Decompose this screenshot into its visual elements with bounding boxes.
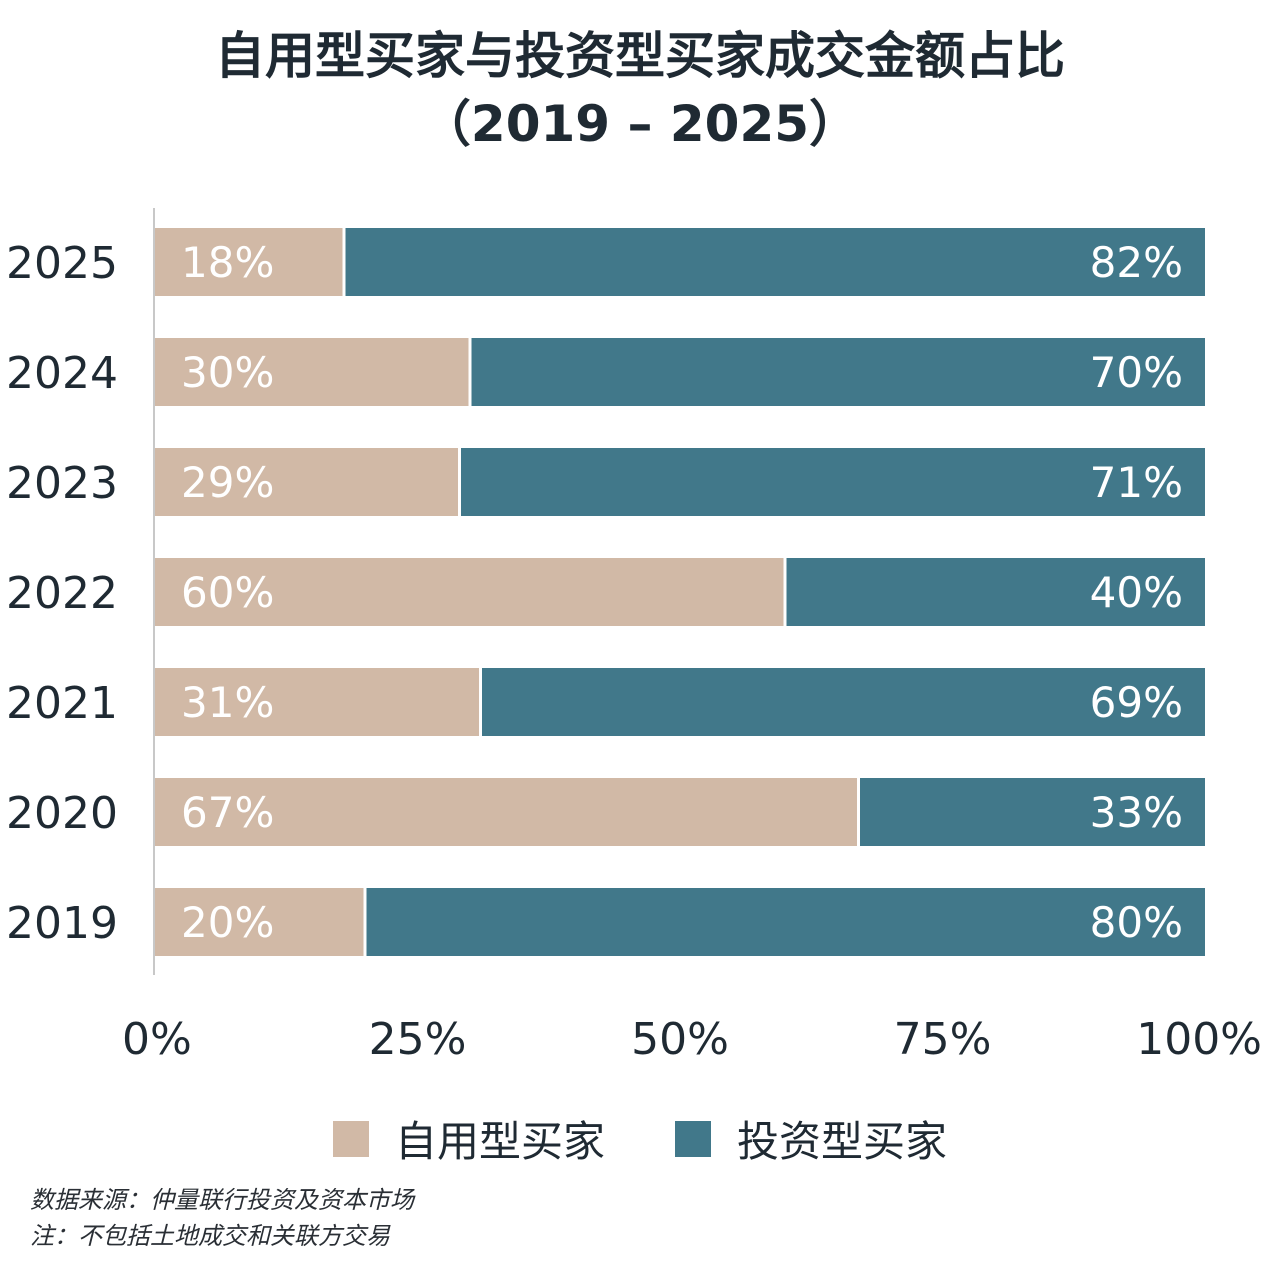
- data-label-2021-series-0: 31%: [181, 678, 274, 727]
- x-tick-label-2: 50%: [631, 1014, 729, 1065]
- bar-2020-series-0: [155, 778, 859, 846]
- data-label-2019-series-1: 80%: [1090, 898, 1183, 947]
- legend-label-owner-occupier: 自用型买家: [394, 1117, 605, 1166]
- data-label-2020-series-1: 33%: [1090, 788, 1183, 837]
- data-label-2025-series-1: 82%: [1090, 238, 1183, 287]
- bar-2022-series-1: [785, 558, 1205, 626]
- bar-2023-series-1: [459, 448, 1205, 516]
- data-label-2022-series-0: 60%: [181, 568, 274, 617]
- bar-2020-series-1: [858, 778, 1205, 846]
- data-label-2023-series-0: 29%: [181, 458, 274, 507]
- category-label-2023: 2023: [6, 458, 118, 509]
- source-note: 数据来源：仲量联行投资及资本市场: [30, 1186, 414, 1214]
- exclusion-note: 注：不包括土地成交和关联方交易: [30, 1222, 390, 1250]
- legend: 自用型买家 投资型买家: [0, 1108, 1280, 1169]
- bar-2019-series-0: [155, 888, 365, 956]
- x-tick-label-1: 25%: [369, 1014, 467, 1065]
- category-label-2024: 2024: [6, 348, 118, 399]
- footnotes: 数据来源：仲量联行投资及资本市场 注：不包括土地成交和关联方交易: [30, 1182, 414, 1254]
- data-label-2023-series-1: 71%: [1090, 458, 1183, 507]
- bars-layer: [155, 228, 1205, 956]
- data-label-2021-series-1: 69%: [1090, 678, 1183, 727]
- category-label-2019: 2019: [6, 898, 118, 949]
- bar-2025-series-0: [155, 228, 344, 296]
- data-label-2024-series-0: 30%: [181, 348, 274, 397]
- data-label-2024-series-1: 70%: [1090, 348, 1183, 397]
- bar-2019-series-1: [365, 888, 1205, 956]
- data-label-2025-series-0: 18%: [181, 238, 274, 287]
- chart-title-line1: 自用型买家与投资型买家成交金额占比: [215, 27, 1065, 85]
- bar-2024-series-1: [470, 338, 1205, 406]
- data-label-2022-series-1: 40%: [1090, 568, 1183, 617]
- legend-item-investor: 投资型买家: [675, 1108, 947, 1169]
- x-tick-label-3: 75%: [894, 1014, 992, 1065]
- data-label-2019-series-0: 20%: [181, 898, 274, 947]
- bar-2023-series-0: [155, 448, 460, 516]
- x-tick-label-4: 100%: [1136, 1014, 1262, 1065]
- category-label-2020: 2020: [6, 788, 118, 839]
- category-label-2025: 2025: [6, 238, 118, 289]
- legend-label-investor: 投资型买家: [737, 1117, 948, 1166]
- chart-title: 自用型买家与投资型买家成交金额占比 （2019 – 2025）: [0, 22, 1280, 158]
- data-label-2020-series-0: 67%: [181, 788, 274, 837]
- labels-layer: 2025 18% 82% 2024 30% 70% 2023 29% 71% 2022 60% 40%…: [6, 238, 1262, 1065]
- legend-swatch-owner-occupier: [332, 1120, 369, 1157]
- bar-2021-series-1: [480, 668, 1205, 736]
- bar-2022-series-0: [155, 558, 785, 626]
- bar-2021-series-0: [155, 668, 481, 736]
- category-label-2021: 2021: [6, 678, 118, 729]
- chart-title-line2: （2019 – 2025）: [420, 95, 860, 153]
- chart-plot: 2025 18% 82% 2024 30% 70% 2023 29% 71% 2022 60% 40%…: [6, 208, 1262, 1065]
- category-label-2022: 2022: [6, 568, 118, 619]
- bar-2025-series-1: [344, 228, 1205, 296]
- legend-item-owner-occupier: 自用型买家: [332, 1108, 605, 1169]
- legend-swatch-investor: [675, 1120, 711, 1157]
- x-tick-label-0: 0%: [122, 1014, 192, 1065]
- bar-2024-series-0: [155, 338, 470, 406]
